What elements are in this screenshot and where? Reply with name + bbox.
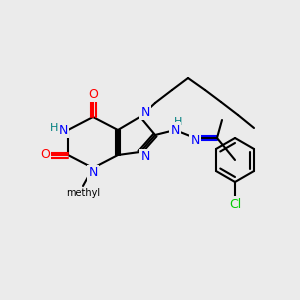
- Text: N: N: [140, 106, 150, 118]
- Text: N: N: [190, 134, 200, 146]
- Text: N: N: [170, 124, 180, 136]
- Text: O: O: [40, 148, 50, 161]
- Text: N: N: [58, 124, 68, 136]
- Text: N: N: [140, 151, 150, 164]
- Text: Cl: Cl: [229, 197, 241, 211]
- Text: O: O: [88, 88, 98, 100]
- Text: H: H: [174, 117, 182, 127]
- Text: methyl: methyl: [66, 188, 100, 198]
- Text: H: H: [50, 123, 58, 133]
- Text: N: N: [88, 167, 98, 179]
